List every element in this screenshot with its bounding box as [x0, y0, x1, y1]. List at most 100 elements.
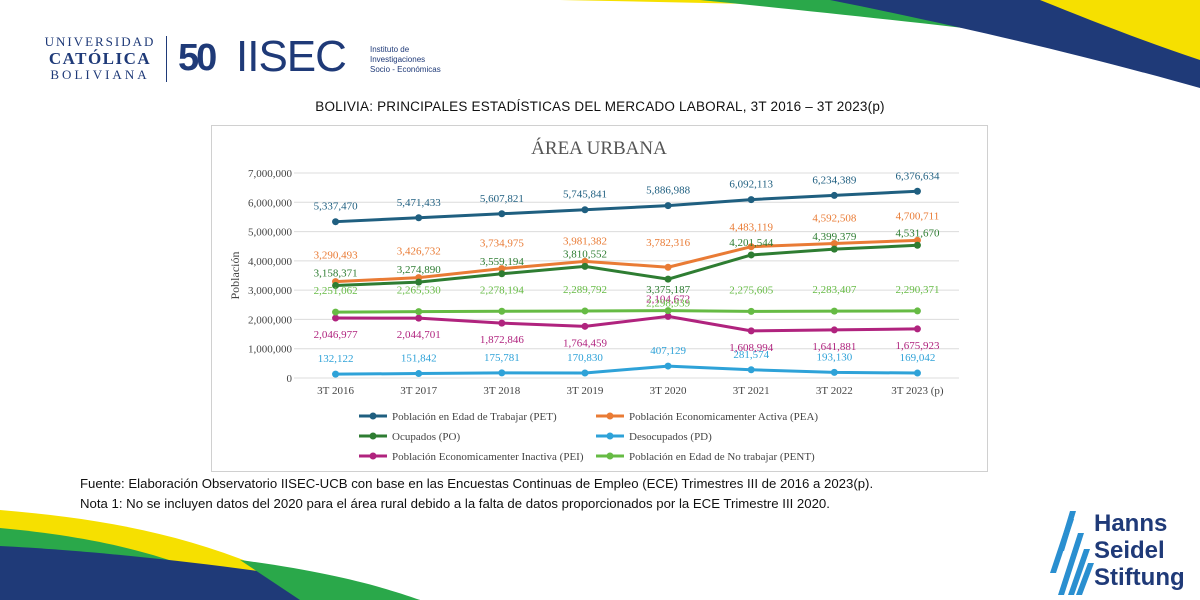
data-label: 1,641,881: [812, 341, 856, 353]
data-label: 407,129: [650, 345, 686, 357]
data-label: 3,426,732: [397, 246, 441, 258]
legend-swatch-marker: [369, 452, 377, 460]
data-label: 169,042: [900, 352, 936, 364]
series-line: [335, 189, 918, 224]
data-point: [415, 308, 423, 316]
y-tick-label: 4,000,000: [248, 256, 293, 268]
legend-label: Población Economicamenter Activa (PEA): [629, 411, 818, 423]
legend-swatch-marker: [606, 412, 614, 420]
legend-label: Población Economicamenter Inactiva (PEI): [392, 451, 584, 463]
data-point: [664, 275, 672, 283]
data-label: 3,375,187: [646, 284, 691, 296]
data-point: [830, 245, 838, 253]
data-label: 4,201,544: [729, 237, 774, 249]
x-tick-label: 3T 2023 (p): [891, 385, 944, 397]
series-line: [335, 238, 918, 284]
data-label: 4,531,670: [895, 227, 940, 239]
data-label: 2,251,062: [314, 285, 358, 297]
data-label: 2,290,371: [895, 284, 939, 296]
data-point: [664, 307, 672, 315]
data-label: 4,483,119: [729, 222, 773, 234]
data-point: [747, 196, 755, 204]
y-tick-label: 5,000,000: [248, 227, 293, 239]
data-label: 2,275,605: [729, 284, 774, 296]
x-tick-label: 3T 2017: [400, 385, 437, 397]
data-point: [581, 322, 589, 330]
iisec-institute-line-1: Instituto de: [370, 45, 410, 54]
data-point: [332, 282, 340, 290]
data-point: [913, 187, 921, 195]
data-label: 4,700,711: [896, 210, 940, 222]
data-point: [498, 319, 506, 327]
footer-notes: Fuente: Elaboración Observatorio IISEC-U…: [80, 474, 873, 514]
y-tick-label: 7,000,000: [248, 168, 293, 180]
data-point: [498, 265, 506, 273]
data-label: 6,092,113: [729, 179, 773, 191]
iisec-institute-line-3: Socio - Económicas: [370, 65, 441, 74]
data-label: 3,981,382: [563, 235, 607, 247]
legend-swatch-marker: [369, 432, 377, 440]
ucb-logo: UNIVERSIDAD CATÓLICA BOLIVIANA: [40, 34, 160, 83]
data-point: [581, 307, 589, 315]
y-tick-label: 6,000,000: [248, 197, 293, 209]
hss-line-1: Hanns: [1094, 510, 1168, 537]
data-label: 3,274,890: [397, 264, 442, 276]
legend-label: Población en Edad de No trabajar (PENT): [629, 451, 815, 463]
data-label: 1,675,923: [895, 340, 940, 352]
legend-swatch-marker: [606, 432, 614, 440]
hss-logo-text: Hanns Seidel Stiftung: [1094, 510, 1185, 591]
data-label: 2,278,194: [480, 284, 525, 296]
note-1: Nota 1: No se incluyen datos del 2020 pa…: [80, 496, 830, 511]
data-label: 193,130: [816, 351, 852, 363]
data-label: 4,399,379: [812, 231, 857, 243]
y-tick-label: 3,000,000: [248, 285, 293, 297]
data-point: [498, 270, 506, 278]
data-label: 3,559,194: [480, 256, 525, 268]
data-label: 2,044,701: [397, 329, 441, 341]
data-point: [747, 327, 755, 335]
data-label: 4,592,508: [812, 213, 857, 225]
data-label: 3,734,975: [480, 238, 525, 250]
iisec-anniversary-mark: 50: [178, 37, 217, 79]
data-point: [830, 240, 838, 248]
x-tick-label: 3T 2019: [567, 385, 604, 397]
y-tick-label: 2,000,000: [248, 314, 293, 326]
data-point: [581, 257, 589, 265]
data-point: [332, 218, 340, 226]
data-point: [747, 366, 755, 374]
data-point: [332, 370, 340, 378]
x-tick-label: 3T 2016: [317, 385, 354, 397]
data-label: 2,283,407: [812, 284, 857, 296]
series-line: [335, 314, 918, 333]
data-label: 132,122: [318, 353, 354, 365]
data-label: 5,745,841: [563, 189, 607, 201]
data-label: 2,289,792: [563, 284, 607, 296]
data-point: [415, 214, 423, 222]
data-point: [498, 210, 506, 218]
data-point: [664, 202, 672, 210]
legend-swatch-marker: [606, 452, 614, 460]
data-point: [830, 307, 838, 315]
data-point: [498, 369, 506, 377]
hss-line-2: Seidel: [1094, 537, 1165, 564]
series-line: [335, 243, 918, 288]
data-label: 2,046,977: [314, 329, 359, 341]
hss-line-3: Stiftung: [1094, 564, 1185, 591]
data-point: [415, 278, 423, 286]
source-note: Fuente: Elaboración Observatorio IISEC-U…: [80, 476, 874, 491]
data-label: 5,607,821: [480, 193, 524, 205]
data-label: 3,810,552: [563, 248, 607, 260]
data-label: 2,104,672: [646, 293, 690, 305]
data-label: 6,234,389: [812, 174, 857, 186]
chart-title: ÁREA URBANA: [531, 137, 667, 159]
data-label: 6,376,634: [895, 170, 940, 182]
x-tick-label: 3T 2021: [733, 385, 770, 397]
ucb-logo-line-2: CATÓLICA: [48, 49, 152, 68]
y-axis-label: Población: [228, 252, 242, 300]
data-label: 3,782,316: [646, 237, 691, 249]
data-point: [415, 314, 423, 322]
hss-stripes-logo: [1050, 511, 1094, 595]
x-tick-label: 3T 2020: [650, 385, 687, 397]
data-point: [747, 243, 755, 251]
